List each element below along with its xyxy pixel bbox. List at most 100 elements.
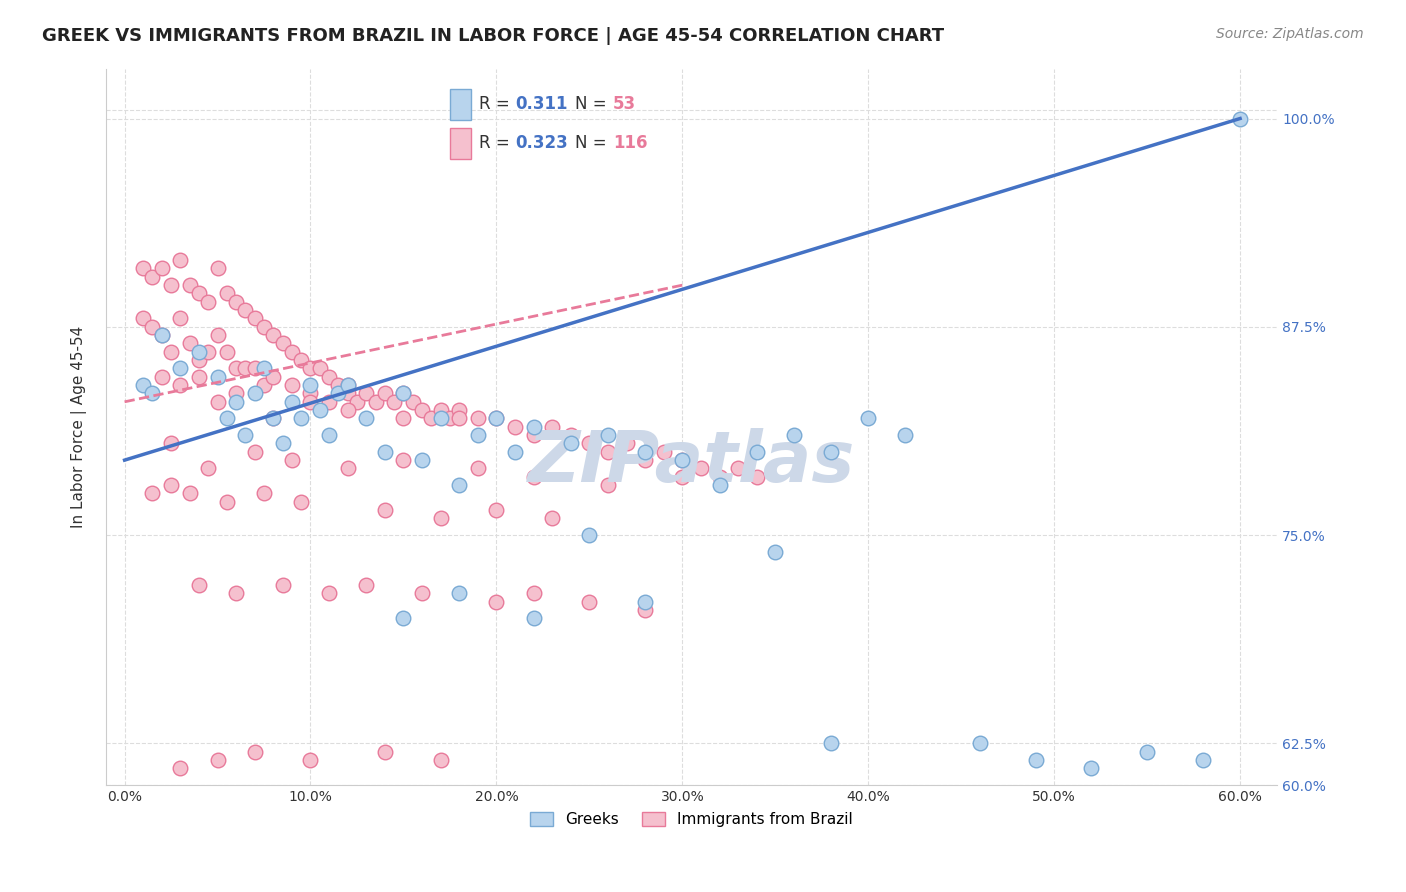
Point — [225, 361, 247, 376]
Point — [467, 411, 489, 425]
Point — [141, 269, 163, 284]
Point — [271, 436, 294, 450]
Point — [671, 453, 693, 467]
Point — [420, 411, 443, 425]
Point — [449, 411, 471, 425]
Y-axis label: In Labor Force | Age 45-54: In Labor Force | Age 45-54 — [72, 326, 87, 528]
Point — [132, 261, 155, 276]
Point — [336, 378, 359, 392]
Point — [225, 294, 247, 309]
Point — [160, 478, 183, 492]
Point — [523, 470, 546, 484]
Point — [709, 470, 731, 484]
Point — [858, 411, 880, 425]
Point — [253, 378, 276, 392]
Point — [356, 411, 378, 425]
Point — [290, 411, 312, 425]
Point — [281, 453, 304, 467]
Point — [485, 503, 508, 517]
Point — [1080, 761, 1102, 775]
Point — [820, 736, 842, 750]
Point — [132, 378, 155, 392]
Point — [374, 503, 396, 517]
Point — [243, 745, 266, 759]
Point — [328, 378, 350, 392]
Point — [160, 436, 183, 450]
Point — [449, 478, 471, 492]
Point — [523, 428, 546, 442]
Point — [523, 611, 546, 625]
Point — [299, 378, 322, 392]
Point — [1192, 753, 1215, 767]
Point — [336, 403, 359, 417]
Point — [429, 403, 451, 417]
Point — [392, 611, 415, 625]
Point — [1229, 112, 1251, 126]
Point — [197, 461, 219, 475]
Point — [188, 344, 211, 359]
Point — [523, 419, 546, 434]
Point — [262, 411, 284, 425]
Point — [634, 595, 657, 609]
Point — [467, 461, 489, 475]
Point — [634, 445, 657, 459]
Point — [235, 361, 257, 376]
Point — [969, 736, 991, 750]
Point — [346, 394, 368, 409]
Point — [253, 319, 276, 334]
Point — [215, 344, 238, 359]
Point — [411, 453, 433, 467]
Point — [382, 394, 405, 409]
Point — [197, 344, 219, 359]
Point — [392, 453, 415, 467]
Point — [411, 586, 433, 600]
Point — [207, 369, 229, 384]
Point — [141, 319, 163, 334]
Point — [411, 403, 433, 417]
Point — [207, 328, 229, 343]
Point — [188, 353, 211, 368]
Point — [207, 261, 229, 276]
Point — [652, 445, 675, 459]
Point — [235, 303, 257, 318]
Point — [560, 428, 582, 442]
Point — [207, 753, 229, 767]
Point — [299, 361, 322, 376]
Point — [485, 595, 508, 609]
Point — [727, 461, 749, 475]
Point — [318, 394, 340, 409]
Point — [596, 445, 619, 459]
Point — [318, 586, 340, 600]
Point — [290, 353, 312, 368]
Point — [671, 453, 693, 467]
Point — [560, 436, 582, 450]
Point — [225, 386, 247, 401]
Point — [467, 428, 489, 442]
Point — [169, 761, 191, 775]
Point — [188, 369, 211, 384]
Point — [141, 386, 163, 401]
Point — [271, 578, 294, 592]
Legend: Greeks, Immigrants from Brazil: Greeks, Immigrants from Brazil — [523, 805, 860, 835]
Point — [356, 578, 378, 592]
Point — [179, 486, 201, 500]
Text: Source: ZipAtlas.com: Source: ZipAtlas.com — [1216, 27, 1364, 41]
Point — [763, 545, 786, 559]
Point — [449, 403, 471, 417]
Point — [894, 428, 917, 442]
Point — [150, 369, 173, 384]
Point — [485, 411, 508, 425]
Point — [336, 378, 359, 392]
Point — [169, 361, 191, 376]
Point — [503, 419, 526, 434]
Point — [188, 578, 211, 592]
Point — [225, 586, 247, 600]
Point — [429, 511, 451, 525]
Point — [308, 403, 330, 417]
Point — [634, 603, 657, 617]
Point — [262, 328, 284, 343]
Point — [141, 486, 163, 500]
Point — [523, 586, 546, 600]
Point — [328, 386, 350, 401]
Point — [235, 428, 257, 442]
